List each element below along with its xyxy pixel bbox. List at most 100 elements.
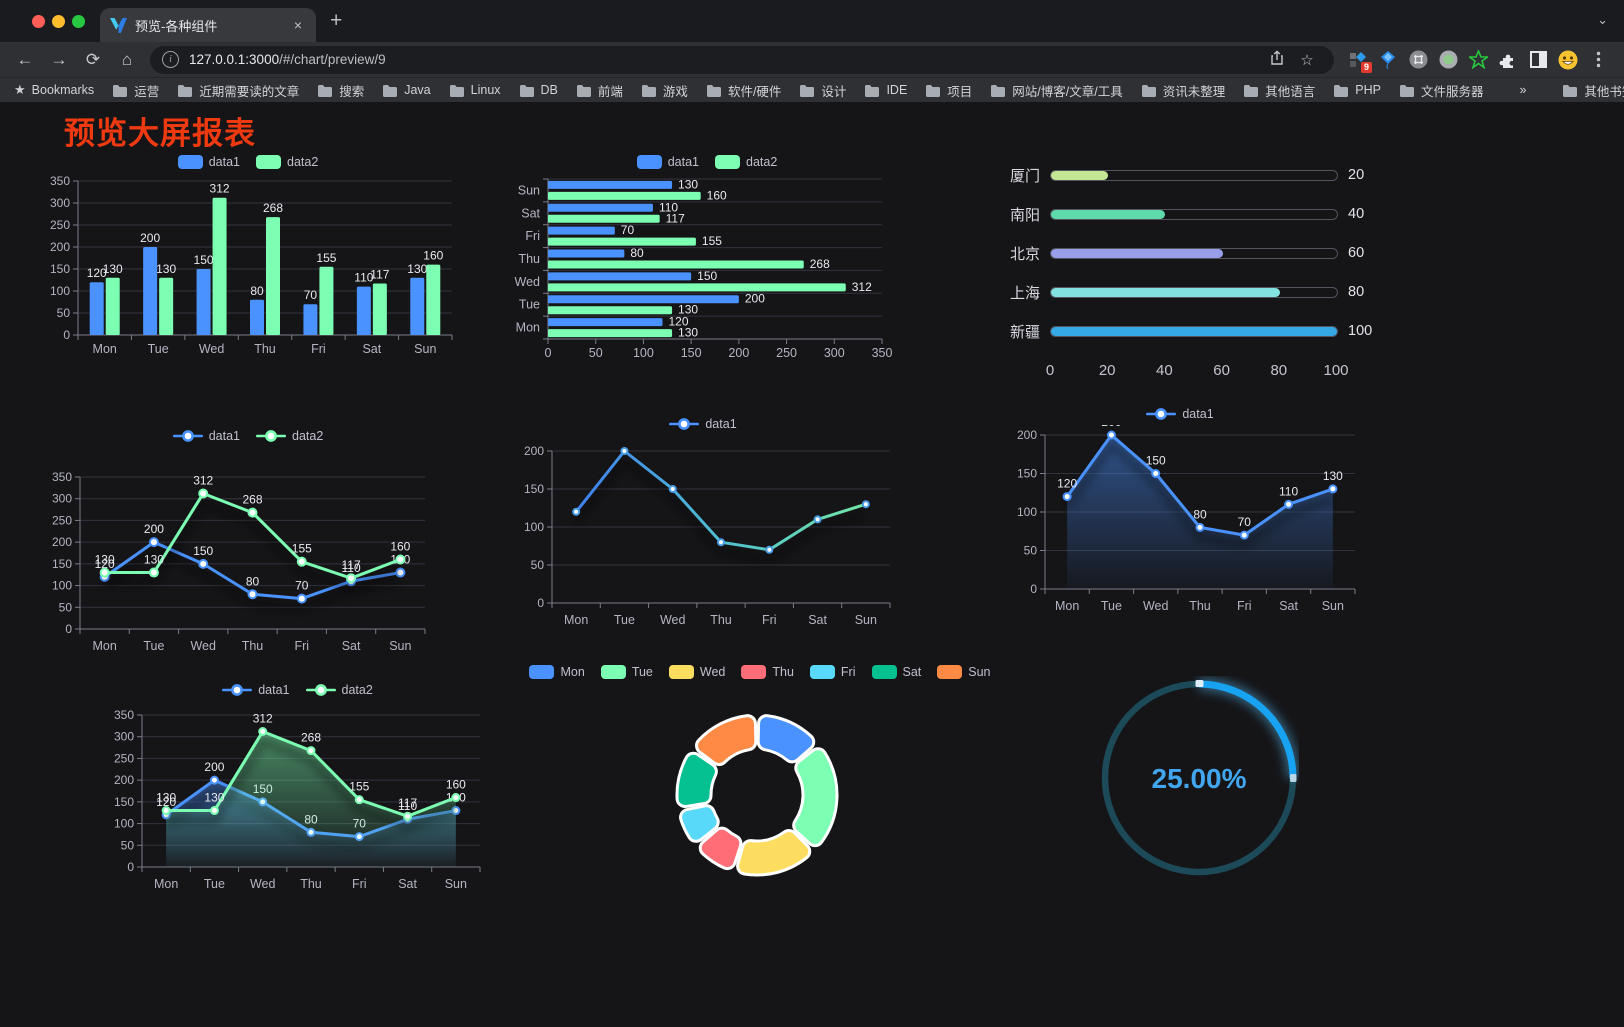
legend-item-Tue[interactable]: Tue (600, 665, 653, 679)
pie-segment-Sat[interactable] (675, 751, 718, 808)
home-button[interactable]: ⌂ (121, 49, 133, 69)
legend-label: Mon (560, 665, 585, 679)
progress-row-新疆: 新疆 100 (990, 321, 1372, 341)
legend-item-Fri[interactable]: Fri (809, 665, 856, 679)
tab-title: 预览-各种组件 (135, 18, 218, 34)
svg-text:Sat: Sat (362, 342, 381, 356)
svg-text:155: 155 (316, 251, 336, 265)
legend-item-Mon[interactable]: Mon (529, 665, 585, 679)
tab-search-chevron-icon[interactable]: ⌄ (1597, 12, 1608, 27)
bookmark-star-icon[interactable]: ☆ (1300, 51, 1314, 69)
legend-item-data1[interactable]: data1 (177, 155, 240, 169)
bookmark-folder-item[interactable]: DB (519, 83, 558, 97)
bookmark-folder-item[interactable]: 软件/硬件 (706, 81, 781, 100)
legend-item-data1[interactable]: data1 (222, 683, 290, 697)
extension-emoji-icon[interactable] (1556, 48, 1580, 72)
extension-grid-icon[interactable]: 9 (1346, 48, 1372, 73)
extension-green-dot-icon[interactable] (1436, 48, 1460, 72)
pie-segment-Fri[interactable] (679, 804, 720, 843)
legend-item-Wed[interactable]: Wed (668, 665, 725, 679)
folder-icon (576, 84, 591, 97)
pie-segment-Thu[interactable] (698, 826, 743, 871)
svg-text:50: 50 (531, 558, 545, 572)
tab-close-icon[interactable]: × (293, 17, 302, 33)
legend-item-data1[interactable]: data1 (172, 429, 240, 443)
legend-swatch (529, 665, 555, 679)
pie-segment-Tue[interactable] (792, 747, 839, 848)
legend-item-Thu[interactable]: Thu (741, 665, 794, 679)
bookmark-folder-item[interactable]: 前端 (576, 81, 623, 100)
svg-text:300: 300 (52, 492, 72, 506)
extension-kite-icon[interactable] (1376, 48, 1400, 72)
svg-text:130: 130 (1323, 469, 1343, 483)
svg-text:110: 110 (659, 200, 678, 214)
legend-item-data2[interactable]: data2 (715, 155, 777, 169)
share-icon[interactable] (1262, 49, 1292, 70)
chart-legend: Mon Tue Wed Thu Fri Sat Sun (529, 661, 991, 683)
legend-item-data2[interactable]: data2 (256, 155, 318, 169)
legend-item-data1[interactable]: data1 (1146, 407, 1214, 421)
svg-text:250: 250 (50, 218, 70, 232)
browser-menu-icon[interactable] (1586, 48, 1610, 72)
bookmark-folder-item[interactable]: 其他语言 (1243, 81, 1315, 100)
bookmark-label: Linux (470, 83, 501, 97)
bookmark-folder-item[interactable]: Java (382, 83, 431, 97)
legend-label: Tue (631, 665, 653, 679)
bookmarks-manager-item[interactable]: ★ Bookmarks (14, 82, 94, 98)
reload-button[interactable]: ⟳ (85, 49, 101, 69)
legend-item-data2[interactable]: data2 (256, 429, 323, 443)
bookmark-folder-item[interactable]: 资讯未整理 (1141, 81, 1225, 100)
site-info-icon[interactable]: i (162, 51, 179, 68)
folder-icon (865, 84, 880, 97)
bookmark-folder-item[interactable]: 网站/博客/文章/工具 (990, 81, 1123, 100)
legend-item-Sun[interactable]: Sun (937, 665, 991, 679)
back-button[interactable]: ← (16, 49, 34, 69)
forward-button[interactable]: → (50, 49, 68, 69)
folder-icon (706, 84, 721, 97)
bookmarks-overflow-chevron[interactable]: » (1519, 83, 1526, 97)
axis-tick-label: 0 (1045, 362, 1055, 379)
pie-segment-Mon[interactable] (756, 714, 816, 764)
window-minimize-button[interactable] (52, 15, 65, 28)
new-tab-button[interactable]: + (330, 9, 343, 32)
bookmark-folder-item[interactable]: IDE (864, 83, 907, 97)
bookmarks-bar: ★ Bookmarks 运营 近期需要读的文章 搜索 Java Linux DB 前端 游戏 软… (0, 77, 1624, 102)
legend-item-data1[interactable]: data1 (669, 417, 737, 431)
bookmark-folder-item[interactable]: 搜索 (317, 81, 364, 100)
bookmark-folder-item[interactable]: 运营 (112, 81, 159, 100)
bookmark-label: 近期需要读的文章 (199, 84, 300, 99)
bookmark-folder-item[interactable]: 项目 (925, 81, 972, 100)
window-close-button[interactable] (32, 15, 45, 28)
legend-item-data1[interactable]: data1 (636, 155, 699, 169)
svg-text:155: 155 (702, 234, 722, 248)
bookmark-folder-item[interactable]: 游戏 (641, 81, 688, 100)
browser-tab[interactable]: 预览-各种组件 × (100, 8, 316, 42)
legend-item-data2[interactable]: data2 (305, 683, 373, 697)
chart-legend: data1 data2 (508, 151, 906, 173)
window-zoom-button[interactable] (72, 15, 85, 28)
extension-circle-hash-icon[interactable] (1406, 48, 1430, 72)
legend-item-Sat[interactable]: Sat (871, 665, 921, 679)
area-chart-canvas: 0 50 100 150 200 250 300 350 Mon Tue Wed Thu Fri Sat S… (114, 708, 481, 891)
progress-label: 上海 (1009, 284, 1040, 302)
pie-segment-Sun[interactable] (695, 714, 758, 767)
bookmark-folder-item[interactable]: 设计 (799, 81, 846, 100)
extension-split-square-icon[interactable] (1526, 48, 1550, 72)
pie-segment-Wed[interactable] (736, 829, 812, 877)
legend-label: data1 (667, 155, 699, 169)
other-bookmarks-item[interactable]: 其他书签 (1562, 81, 1624, 100)
svg-text:350: 350 (52, 470, 72, 484)
legend-label: data1 (705, 417, 737, 431)
bookmark-folder-item[interactable]: 近期需要读的文章 (177, 81, 299, 100)
bookmark-label: Bookmarks (31, 83, 95, 97)
extensions-puzzle-icon[interactable] (1496, 48, 1520, 72)
bookmark-folder-item[interactable]: 文件服务器 (1399, 81, 1483, 100)
extension-green-star-icon[interactable] (1466, 48, 1490, 72)
legend-line-marker (669, 418, 700, 430)
bookmark-folder-item[interactable]: PHP (1333, 83, 1381, 97)
address-bar[interactable]: i 127.0.0.1:3000/#/chart/preview/9 ☆ (150, 45, 1334, 74)
bookmark-label: 设计 (821, 84, 847, 99)
svg-text:268: 268 (301, 731, 321, 745)
progress-label: 厦门 (1009, 167, 1040, 185)
bookmark-folder-item[interactable]: Linux (449, 83, 501, 97)
